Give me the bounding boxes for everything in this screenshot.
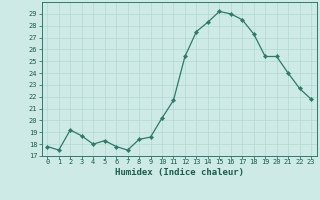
X-axis label: Humidex (Indice chaleur): Humidex (Indice chaleur) <box>115 168 244 177</box>
